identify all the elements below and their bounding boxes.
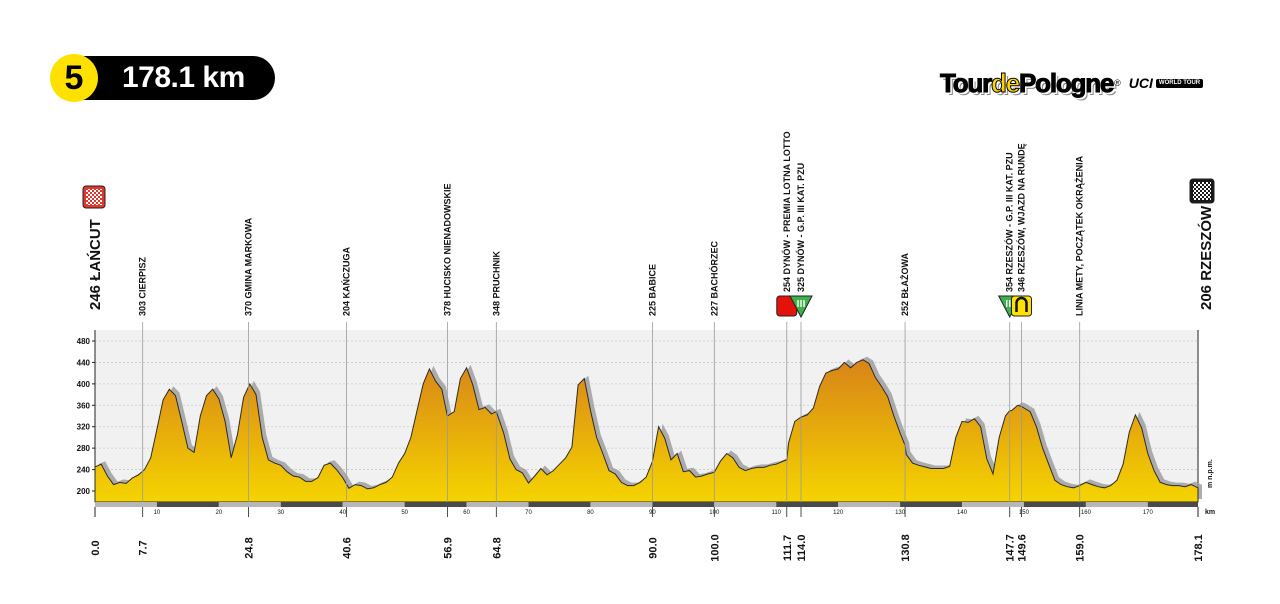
logo-word-tour: Tour xyxy=(939,67,992,98)
x-tick-label: 20 xyxy=(216,510,223,516)
km-segment xyxy=(962,502,1024,507)
waypoint-label: 254 DYNÓW - PREMIA LOTNA LOTTO xyxy=(781,131,792,292)
km-label: 90.0 xyxy=(647,537,659,558)
bonus-arch xyxy=(1015,296,1028,312)
km-label-start: 0.0 xyxy=(90,540,102,555)
km-segment xyxy=(1147,502,1198,507)
waypoint-label: 325 DYNÓW - G.P. III KAT. PZU xyxy=(795,163,806,292)
elevation-profile xyxy=(94,359,1199,503)
km-bar: 1020304050607080901001101201301401501601… xyxy=(95,502,1215,516)
km-label: 130.8 xyxy=(900,534,912,562)
y-tick-label: 400 xyxy=(77,380,91,389)
km-label: 56.9 xyxy=(442,537,454,558)
km-label: 147.7 xyxy=(1005,534,1017,562)
stage-distance: 178.1 km xyxy=(82,56,275,100)
km-segment xyxy=(900,502,963,507)
km-label: 40.6 xyxy=(341,537,353,558)
kom-marker-icon xyxy=(789,295,813,319)
finish-flag-check xyxy=(1193,182,1211,200)
km-segment xyxy=(404,502,467,507)
bonus-marker-icon xyxy=(1010,295,1032,317)
start-finish: 246 ŁAŃCUT 206 RZESZÓW xyxy=(82,178,1215,310)
y-tick-label: 440 xyxy=(77,358,91,367)
x-tick-label: 40 xyxy=(339,510,346,516)
finish-flag-icon xyxy=(1189,178,1215,204)
x-tick-label: 170 xyxy=(1143,510,1154,516)
km-segment xyxy=(590,502,653,507)
x-tick-label: 150 xyxy=(1019,510,1030,516)
waypoint-label: 348 PRUCHNIK xyxy=(491,250,501,316)
logo-wordmark: TourdePologne xyxy=(939,67,1114,99)
km-segment xyxy=(838,502,901,507)
km-label: 100.0 xyxy=(709,534,721,562)
x-tick-label: 130 xyxy=(895,510,906,516)
x-tick-label: 60 xyxy=(463,510,470,516)
waypoint-label: 204 KAŃCZUGA xyxy=(341,246,351,316)
profile-shadow xyxy=(99,356,1202,499)
km-segment xyxy=(466,502,529,507)
waypoint-label: 227 BACHÓRZEC xyxy=(708,240,719,316)
logo-word-de: de xyxy=(991,67,1021,98)
waypoint-label: 354 RZESZÓW - G.P. III KAT. PZU xyxy=(1004,152,1015,292)
stage-number: 5 xyxy=(50,54,98,102)
waypoint-label: LINIA METY, POCZĄTEK OKRĄŻENIA xyxy=(1075,155,1085,316)
km-label-finish: 178.1 xyxy=(1193,534,1205,562)
x-tick-label: 110 xyxy=(771,510,781,516)
logo-word-pologne: Pologne xyxy=(1018,67,1114,98)
waypoints: 303 CIERPISZ 370 GMINA MARKOWA 204 KAŃCZUG… xyxy=(138,131,1085,502)
start-label: 246 ŁAŃCUT xyxy=(87,219,104,310)
y-axis-label: m n.p.m. xyxy=(1207,459,1214,488)
logo-registered: ® xyxy=(1114,78,1121,88)
km-segment xyxy=(95,502,157,507)
y-axis: 200 240 280 320 360 400 440 480 m n.p.m. xyxy=(77,330,1214,502)
waypoint-label: 346 RZESZÓW, WJAZD NA RUNDĘ xyxy=(1015,143,1026,292)
x-tick-label: 70 xyxy=(525,510,532,516)
km-label: 7.7 xyxy=(138,540,150,555)
start-flag-check xyxy=(86,189,102,205)
x-tick-label: 140 xyxy=(957,510,968,516)
waypoint-label: 303 CIERPISZ xyxy=(138,256,148,316)
start-flag-icon xyxy=(82,185,106,209)
x-tick-label: 30 xyxy=(277,510,284,516)
km-label: 159.0 xyxy=(1075,534,1087,562)
km-segment xyxy=(156,502,219,507)
x-tick-label: 10 xyxy=(154,510,161,516)
km-label: 24.8 xyxy=(244,537,256,558)
km-segment xyxy=(218,502,281,507)
waypoint-label: 378 HUCISKO NIENADOWSKIE xyxy=(442,183,452,316)
km-segment xyxy=(652,502,715,507)
x-tick-label: 80 xyxy=(587,510,594,516)
km-segment xyxy=(342,502,405,507)
y-tick-label: 280 xyxy=(77,444,91,453)
waypoint-label: 252 BŁAŻOWA xyxy=(900,252,910,316)
uci-logo: UCI xyxy=(1128,75,1153,91)
finish-label: 206 RZESZÓW xyxy=(1197,205,1215,310)
stage-badge: 178.1 km 5 xyxy=(50,54,275,102)
y-tick-label: 240 xyxy=(77,466,91,475)
x-tick-label: 160 xyxy=(1081,510,1092,516)
km-label: 114.0 xyxy=(796,535,808,562)
x-tick-label: 120 xyxy=(833,510,844,516)
x-axis: 7.7 24.8 40.6 56.9 64.8 90.0 100.0 111.7 114.0 13… xyxy=(90,507,1205,562)
km-segment xyxy=(1023,502,1086,507)
km-segment xyxy=(1085,502,1148,507)
y-tick-label: 360 xyxy=(77,401,91,410)
x-tick-label: 50 xyxy=(401,510,408,516)
tour-de-pologne-logo: TourdePologne ® UCI WORLD TOUR xyxy=(939,66,1204,100)
waypoint-label: 225 BABICE xyxy=(647,264,657,316)
x-axis-label: km xyxy=(1205,509,1215,516)
km-label: 64.8 xyxy=(491,537,503,558)
km-segment xyxy=(280,502,343,507)
km-segment xyxy=(776,502,839,507)
km-label: 149.6 xyxy=(1016,534,1028,562)
y-tick-label: 320 xyxy=(77,423,91,432)
km-label: 111.7 xyxy=(782,535,794,561)
y-tick-label: 480 xyxy=(77,337,91,346)
km-segment xyxy=(528,502,591,507)
waypoint-label: 370 GMINA MARKOWA xyxy=(244,217,254,316)
world-tour-badge: WORLD TOUR xyxy=(1155,78,1204,88)
km-segment xyxy=(714,502,777,507)
y-tick-label: 200 xyxy=(77,487,91,496)
